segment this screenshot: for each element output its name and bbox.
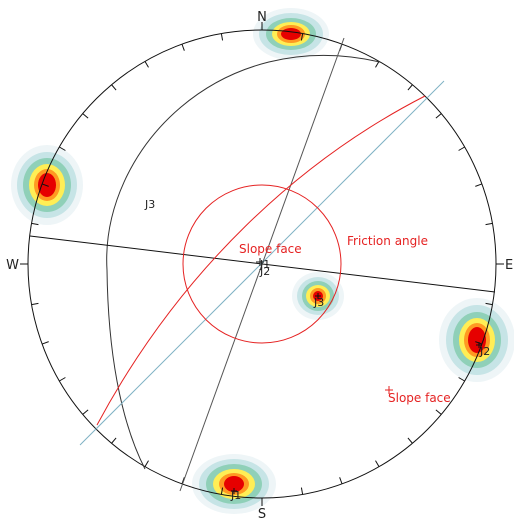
degree-tick [475,183,483,187]
degree-tick [181,43,185,51]
friction-angle-label: Friction angle [347,234,428,248]
great-circle-j2 [29,235,496,293]
degree-tick [111,84,117,91]
degree-tick [485,302,493,306]
degree-tick [41,183,49,187]
j3-pole-label: J3 [313,296,324,309]
cardinal-ticks [20,22,504,506]
degree-tick [220,33,224,41]
degree-tick [435,113,442,119]
degree-tick [82,409,89,415]
degree-tick [220,487,224,495]
j1-center-label: J1 [259,258,270,271]
degree-tick [181,477,185,485]
degree-tick [59,146,66,151]
degree-tick [144,460,149,467]
j3-circle-label: J3 [144,198,155,211]
north-label: N [257,10,267,25]
degree-tick [375,61,380,68]
contour-west [11,145,83,225]
degree-tick [458,377,465,382]
friction-cone [182,184,342,344]
east-label: E [505,258,513,273]
degree-tick [82,113,89,119]
contour-j2 [439,298,514,382]
contour-j1 [192,454,276,514]
degree-tick [407,437,413,444]
degree-tick [41,341,49,345]
j1-pole-label: J1 [230,489,241,502]
degree-tick [31,302,39,306]
slope-face-center-label: Slope face [239,242,302,256]
slope-face-great-circle [96,95,426,426]
degree-tick [31,222,39,226]
pole-markers [231,258,482,494]
slope-face-pole-marker [385,386,393,394]
degree-tick [407,84,413,91]
degree-tick [300,33,304,41]
contour-north [253,8,329,60]
degree-tick [485,222,493,226]
west-label: W [6,258,19,273]
slope-face-pole-label: Slope face [388,391,451,405]
degree-tick [300,487,304,495]
degree-tick [435,409,442,415]
great-circle-j1 [179,37,345,492]
pole-contours [11,8,514,514]
j2-pole-label: J2 [479,345,490,358]
degree-ticks [31,33,493,495]
degree-tick [458,146,465,151]
degree-tick [375,460,380,467]
degree-tick [59,377,66,382]
j2-center-label: J2 [259,265,270,278]
south-label: S [258,507,266,519]
degree-tick [111,437,117,444]
slope-face-trace-blue [79,80,445,446]
degree-tick [144,61,149,68]
degree-tick [339,477,343,485]
